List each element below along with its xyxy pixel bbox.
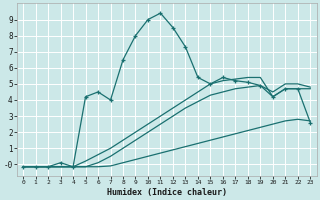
X-axis label: Humidex (Indice chaleur): Humidex (Indice chaleur): [107, 188, 227, 197]
